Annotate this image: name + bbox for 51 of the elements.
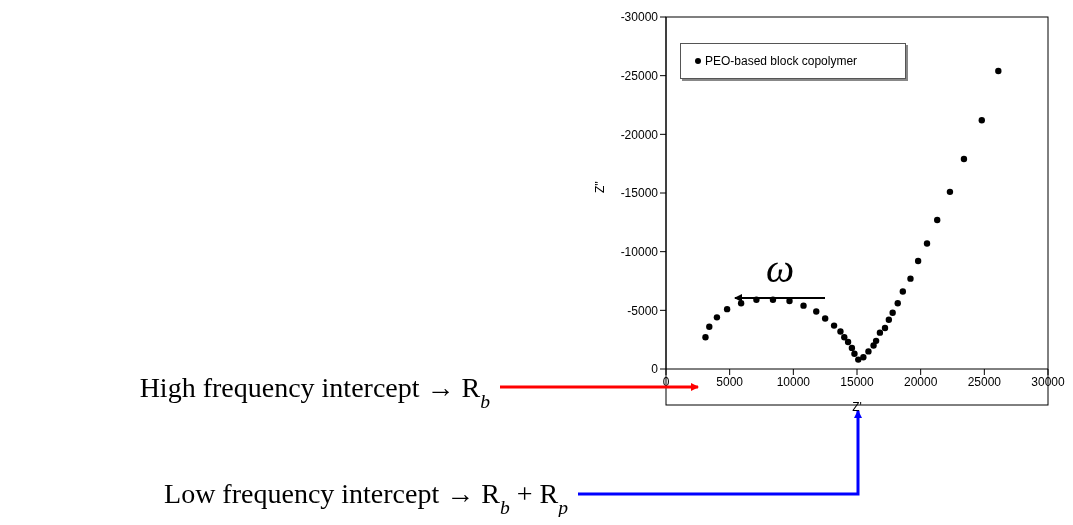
point [946, 188, 954, 196]
point [894, 300, 901, 307]
point [851, 350, 858, 357]
y-tick-label: 0 [651, 362, 659, 377]
point [723, 305, 731, 313]
x-tick-label: 25000 [967, 374, 1002, 389]
y-axis-title: Z'' [593, 181, 608, 193]
point [876, 329, 884, 336]
x-tick-label: 0 [662, 374, 670, 389]
point [872, 337, 880, 345]
point [865, 348, 872, 355]
point [813, 308, 820, 315]
x-tick-label: 20000 [903, 374, 938, 389]
point [800, 302, 807, 309]
point [907, 275, 914, 282]
text: Low frequency intercept → R$_{b}$ + R$_{p}$ [164, 478, 569, 518]
annotation: ω [765, 246, 795, 291]
point [914, 257, 922, 265]
point [844, 338, 852, 346]
point [713, 314, 721, 321]
point [830, 322, 838, 329]
y-tick-label: -5000 [627, 303, 659, 318]
point [995, 67, 1002, 75]
point [837, 328, 844, 335]
point [934, 216, 941, 224]
point [889, 309, 896, 316]
legend-label: PEO-based block copolymer [705, 54, 858, 68]
x-tick-label: 30000 [1031, 374, 1066, 389]
x-tick-label: 15000 [840, 374, 875, 389]
point [706, 323, 713, 330]
x-tick-label: 5000 [716, 374, 744, 389]
y-tick-label: -30000 [620, 10, 659, 25]
point [848, 344, 856, 352]
y-tick-label: -10000 [620, 244, 659, 259]
point [978, 117, 985, 124]
point [885, 316, 893, 323]
y-tick-label: -20000 [620, 127, 659, 142]
y-tick-label: -25000 [620, 68, 659, 83]
point [821, 315, 829, 322]
point [737, 300, 745, 307]
x-axis-title: Z' [852, 400, 862, 414]
point [923, 240, 931, 247]
point [841, 334, 848, 341]
x-tick-label: 10000 [776, 374, 811, 389]
point [702, 334, 709, 341]
point [899, 288, 907, 295]
point [860, 354, 867, 361]
point [960, 155, 968, 163]
y-tick-label: -15000 [620, 186, 659, 201]
point [881, 324, 889, 332]
text: High frequency intercept → R$_{b}$ [139, 372, 491, 412]
